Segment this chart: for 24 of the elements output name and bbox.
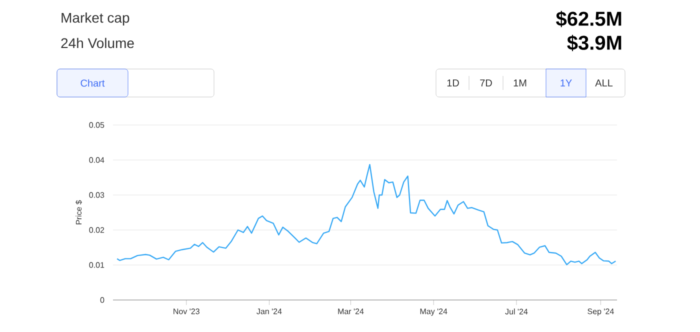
text: 1D [447, 80, 459, 86]
text: $3.9M [567, 34, 622, 52]
text: $62.5M [556, 10, 622, 28]
text: ALL [595, 80, 613, 86]
y-tick-label: 0.04 [89, 157, 104, 163]
y-tick-label: 0.02 [89, 227, 104, 233]
y-axis-title: Price $ [76, 200, 82, 224]
y-tick-label: 0.03 [89, 192, 104, 198]
x-tick-label: Jan '24 [256, 308, 282, 314]
text: Chart [80, 79, 105, 87]
line-series [116, 164, 616, 266]
text: Market cap [62, 12, 130, 26]
text: 7D [480, 80, 492, 86]
x-tick-label: Nov '23 [174, 308, 200, 314]
text: 1Y [560, 80, 572, 86]
x-tick-label: Sep '24 [588, 308, 614, 316]
y-tick-label: 0.05 [89, 122, 104, 128]
x-tick-label: May '24 [420, 308, 448, 316]
x-tick-label: Mar '24 [338, 308, 364, 314]
y-tick-label: 0 [100, 297, 104, 303]
text: 24h Volume [61, 38, 134, 48]
y-tick-label: 0.01 [89, 262, 104, 268]
text: 1M [514, 80, 526, 86]
x-tick-label: Jul '24 [505, 308, 528, 314]
